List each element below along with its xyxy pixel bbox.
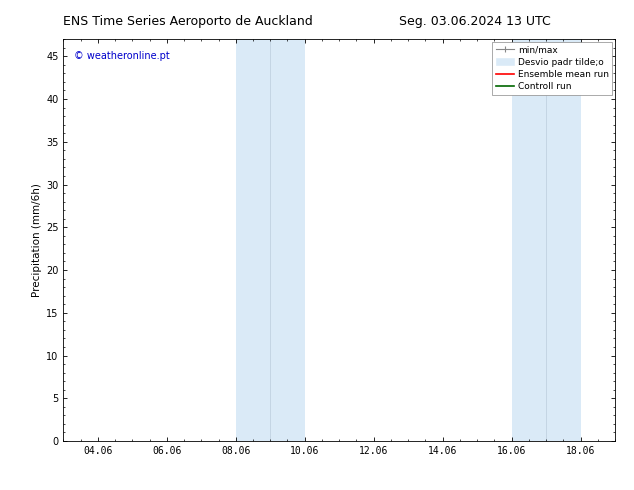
Bar: [546, 39, 581, 441]
Legend: min/max, Desvio padr tilde;o, Ensemble mean run, Controll run: min/max, Desvio padr tilde;o, Ensemble m…: [493, 42, 612, 95]
Bar: [236, 39, 270, 441]
Text: Seg. 03.06.2024 13 UTC: Seg. 03.06.2024 13 UTC: [399, 15, 551, 28]
Bar: [512, 39, 546, 441]
Text: © weatheronline.pt: © weatheronline.pt: [74, 51, 170, 61]
Y-axis label: Precipitation (mm/6h): Precipitation (mm/6h): [32, 183, 42, 297]
Text: ENS Time Series Aeroporto de Auckland: ENS Time Series Aeroporto de Auckland: [63, 15, 313, 28]
Bar: [270, 39, 305, 441]
